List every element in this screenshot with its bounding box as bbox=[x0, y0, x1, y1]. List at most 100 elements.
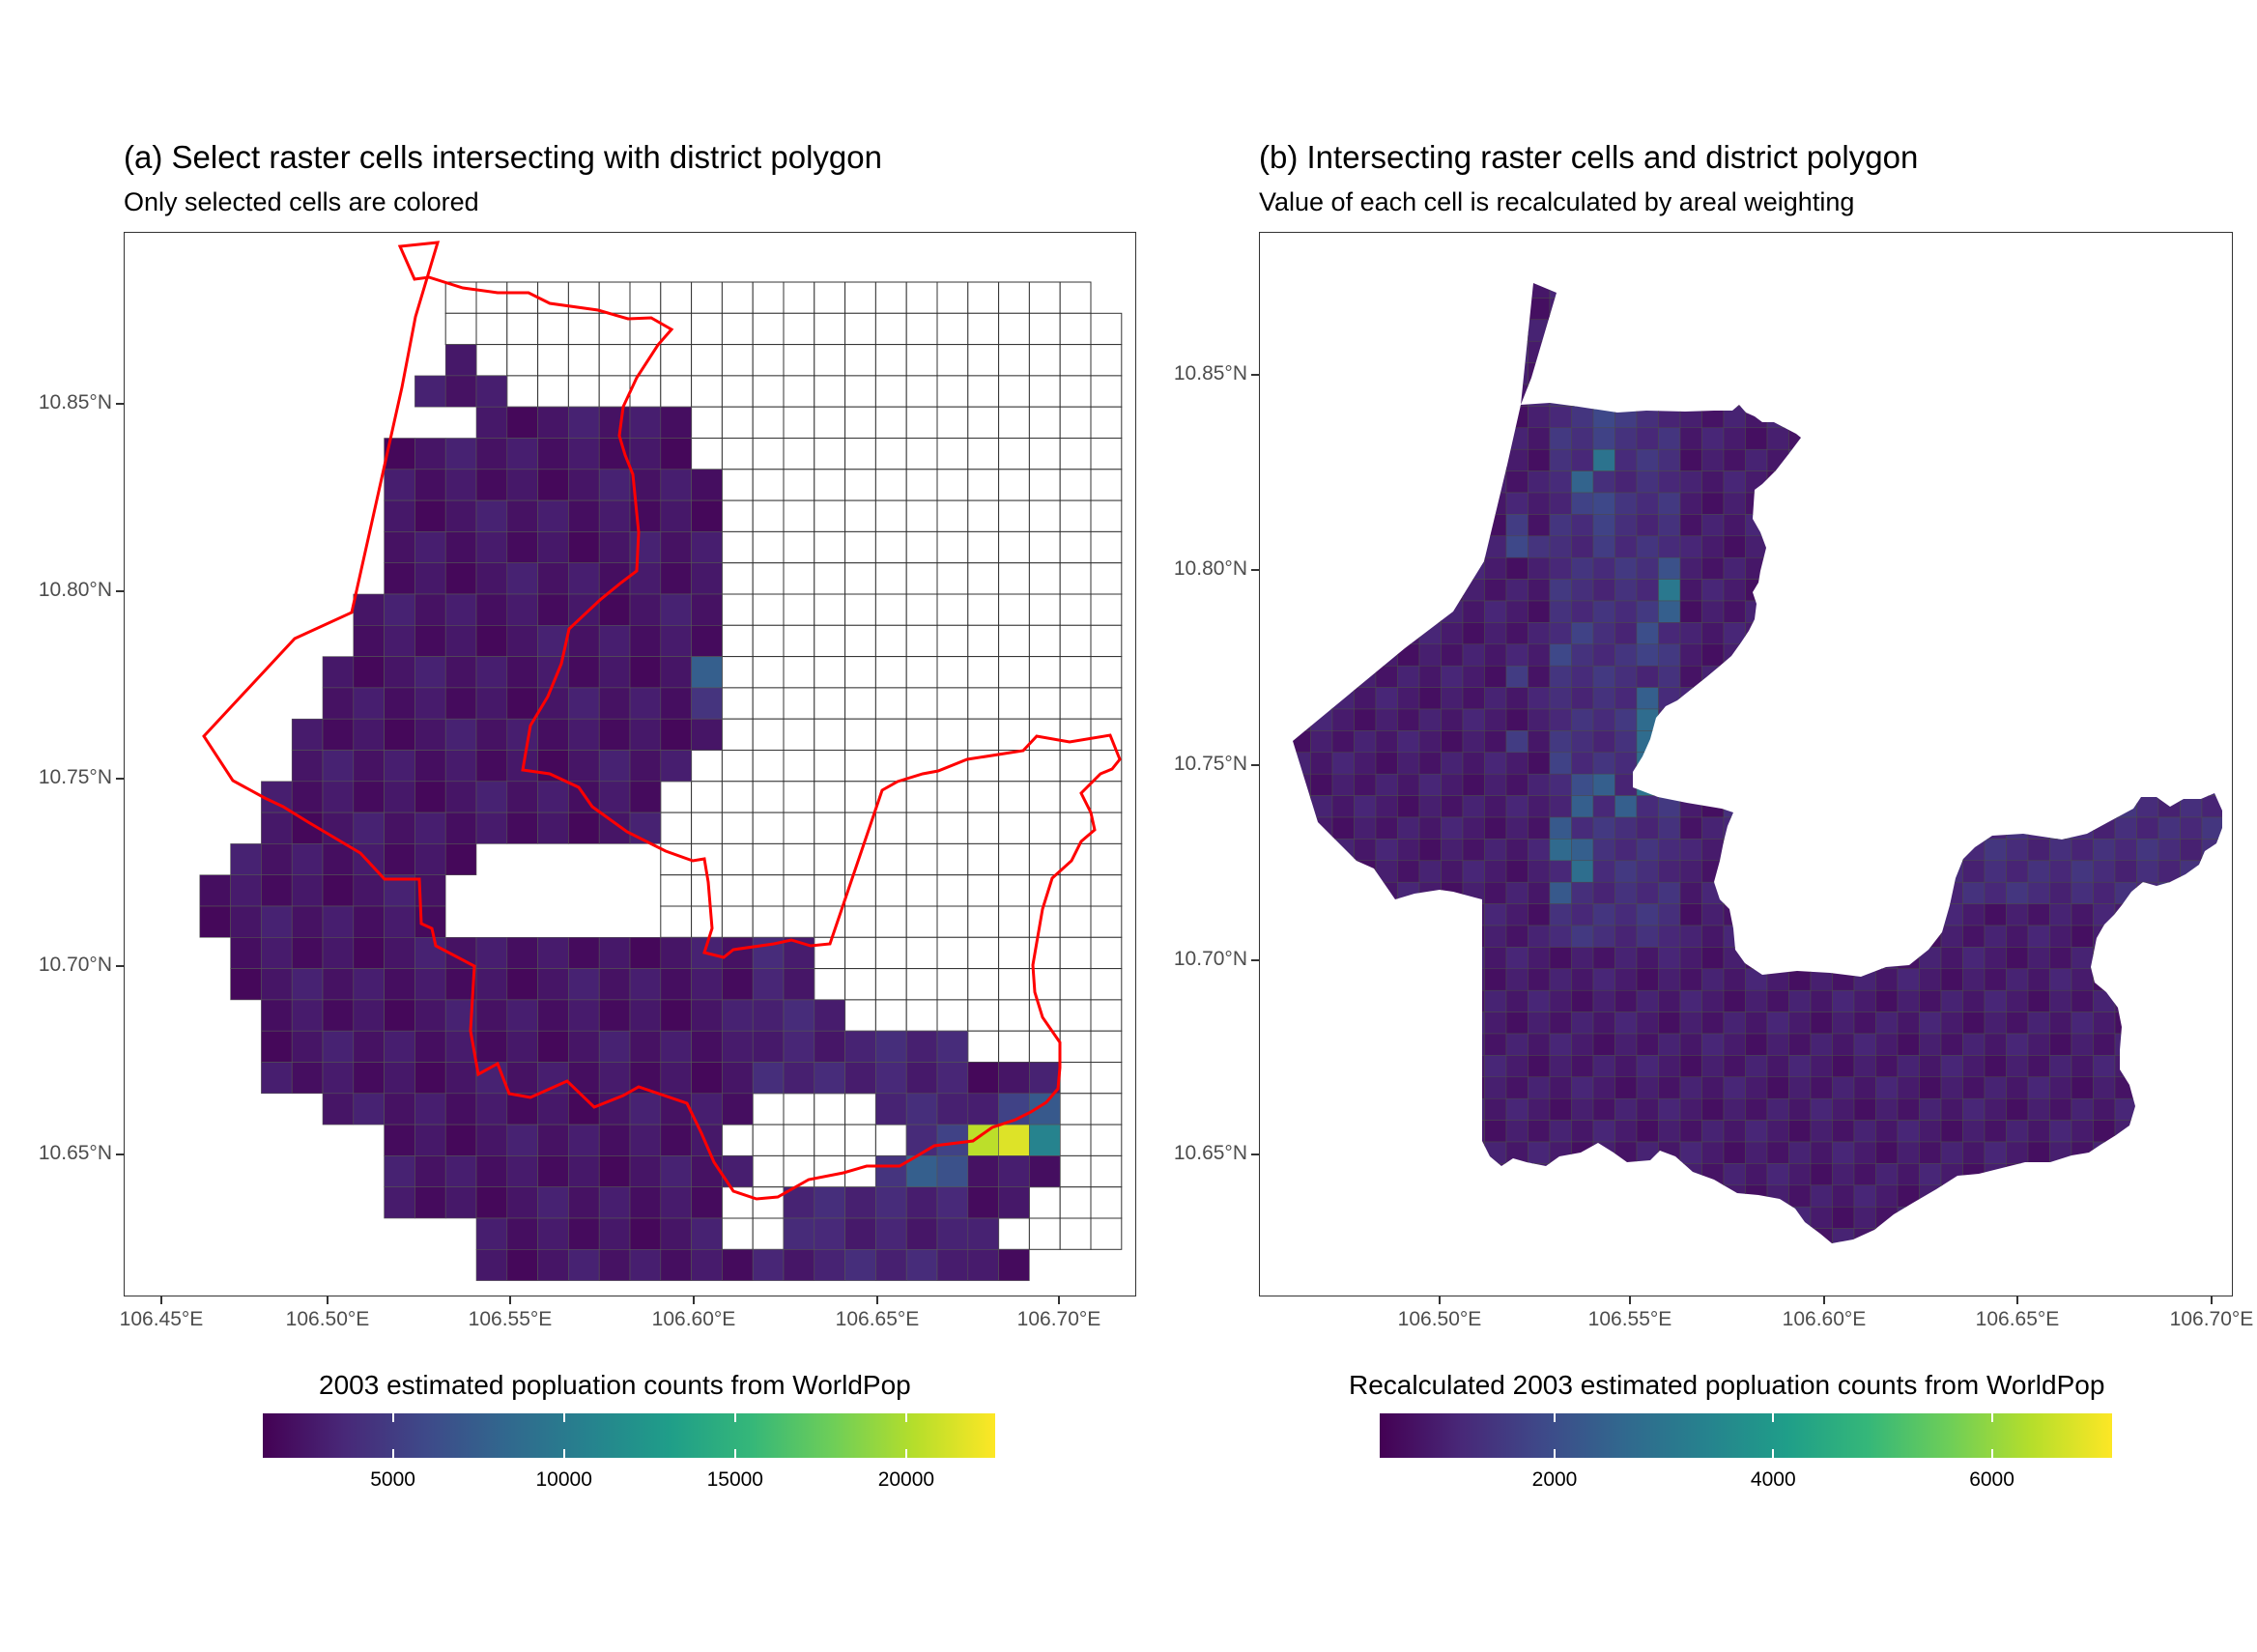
recalculated-cell bbox=[1723, 643, 1746, 667]
recalculated-cell bbox=[1875, 903, 1899, 926]
recalculated-cell bbox=[1331, 427, 1355, 450]
recalculated-cell bbox=[2201, 1141, 2222, 1164]
recalculated-cell bbox=[1636, 283, 1659, 299]
recalculated-cell bbox=[1766, 448, 1789, 471]
recalculated-cell bbox=[1505, 773, 1528, 796]
recalculated-cell bbox=[2157, 1120, 2181, 1143]
panel-a-subtitle: Only selected cells are colored bbox=[124, 187, 479, 216]
raster-cell bbox=[691, 1124, 723, 1156]
recalculated-cell bbox=[1962, 362, 1986, 385]
recalculated-cell bbox=[1293, 1228, 1311, 1243]
recalculated-cell bbox=[2136, 492, 2159, 515]
recalculated-cell bbox=[2114, 947, 2137, 970]
recalculated-cell bbox=[1571, 708, 1594, 731]
recalculated-cell bbox=[1505, 384, 1528, 407]
raster-cell bbox=[691, 531, 723, 563]
recalculated-cell bbox=[1462, 1055, 1485, 1078]
recalculated-cell bbox=[1331, 968, 1355, 991]
empty-raster-cell bbox=[752, 438, 785, 470]
recalculated-cell bbox=[1636, 556, 1659, 580]
recalculated-cell bbox=[1723, 535, 1746, 558]
raster-cell bbox=[291, 1030, 324, 1063]
recalculated-cell bbox=[1875, 319, 1899, 342]
empty-raster-cell bbox=[1059, 1217, 1092, 1250]
empty-raster-cell bbox=[905, 905, 938, 938]
recalculated-cell bbox=[1832, 556, 1855, 580]
recalculated-cell bbox=[2114, 1055, 2137, 1078]
recalculated-cell bbox=[1679, 643, 1702, 667]
raster-cell bbox=[414, 687, 446, 720]
raster-cell bbox=[568, 1124, 600, 1156]
empty-raster-cell bbox=[814, 344, 846, 377]
recalculated-cell bbox=[2114, 1011, 2137, 1035]
empty-raster-cell bbox=[721, 1124, 754, 1156]
recalculated-cell bbox=[1310, 319, 1333, 342]
recalculated-cell bbox=[1897, 1033, 1920, 1056]
recalculated-cell bbox=[1679, 752, 1702, 775]
recalculated-cell bbox=[1766, 752, 1789, 775]
panel-a-y-tick-label: 10.85°N bbox=[38, 391, 112, 413]
recalculated-cell bbox=[2049, 1033, 2072, 1056]
panel-b-y-tick-mark bbox=[1251, 764, 1259, 766]
empty-raster-cell bbox=[967, 562, 1000, 595]
recalculated-cell bbox=[1788, 903, 1812, 926]
recalculated-cell bbox=[1592, 773, 1615, 796]
recalculated-cell bbox=[2093, 989, 2116, 1012]
recalculated-cell bbox=[1984, 752, 2007, 775]
recalculated-cell bbox=[2224, 622, 2246, 643]
recalculated-cell bbox=[1549, 730, 1572, 754]
recalculated-cell bbox=[1571, 643, 1594, 667]
raster-cell bbox=[291, 718, 324, 751]
recalculated-cell bbox=[2071, 839, 2094, 862]
empty-raster-cell bbox=[905, 344, 938, 377]
recalculated-cell bbox=[1788, 1097, 1812, 1121]
recalculated-cell bbox=[1810, 1141, 1833, 1164]
recalculated-cell bbox=[2093, 384, 2116, 407]
recalculated-cell bbox=[1723, 989, 1746, 1012]
recalculated-cell bbox=[1832, 989, 1855, 1012]
recalculated-cell bbox=[2224, 1077, 2246, 1098]
empty-raster-cell bbox=[844, 874, 876, 907]
recalculated-cell bbox=[2093, 925, 2116, 948]
empty-raster-cell bbox=[936, 406, 969, 439]
recalculated-cell bbox=[1875, 839, 1899, 862]
recalculated-cell bbox=[1614, 600, 1638, 623]
recalculated-cell bbox=[1484, 1228, 1507, 1243]
recalculated-cell bbox=[1788, 1184, 1812, 1208]
recalculated-cell bbox=[1679, 1055, 1702, 1078]
recalculated-cell bbox=[2006, 1141, 2029, 1164]
recalculated-cell bbox=[1853, 492, 1876, 515]
recalculated-cell bbox=[1614, 492, 1638, 515]
recalculated-cell bbox=[1528, 362, 1551, 385]
raster-cell bbox=[660, 1030, 692, 1063]
recalculated-cell bbox=[1745, 298, 1768, 321]
recalculated-cell bbox=[2157, 839, 2181, 862]
recalculated-cell bbox=[1679, 816, 1702, 840]
recalculated-cell bbox=[2201, 1011, 2222, 1035]
empty-raster-cell bbox=[874, 593, 907, 626]
recalculated-cell bbox=[2157, 556, 2181, 580]
recalculated-cell bbox=[1919, 340, 1942, 363]
recalculated-cell bbox=[1310, 730, 1333, 754]
recalculated-cell bbox=[1723, 1141, 1746, 1164]
recalculated-cell bbox=[2027, 925, 2050, 948]
empty-raster-cell bbox=[752, 905, 785, 938]
recalculated-cell bbox=[1293, 989, 1311, 1012]
recalculated-cell bbox=[1528, 622, 1551, 645]
panel-a-y-tick-label: 10.65°N bbox=[38, 1142, 112, 1164]
recalculated-cell bbox=[2201, 470, 2222, 494]
recalculated-cell bbox=[2006, 340, 2029, 363]
recalculated-cell bbox=[1984, 730, 2007, 754]
recalculated-cell bbox=[1614, 556, 1638, 580]
recalculated-cell bbox=[1832, 470, 1855, 494]
recalculated-cell bbox=[1397, 665, 1420, 688]
recalculated-cell bbox=[1462, 448, 1485, 471]
raster-cell bbox=[353, 968, 385, 1001]
panel-a-x-tick-label: 106.65°E bbox=[835, 1308, 920, 1330]
empty-raster-cell bbox=[874, 1124, 907, 1156]
empty-raster-cell bbox=[998, 812, 1030, 844]
panel-a-y-tick-mark bbox=[116, 403, 124, 405]
empty-raster-cell bbox=[1090, 469, 1123, 501]
recalculated-cell bbox=[1962, 708, 1986, 731]
recalculated-cell bbox=[1875, 643, 1899, 667]
